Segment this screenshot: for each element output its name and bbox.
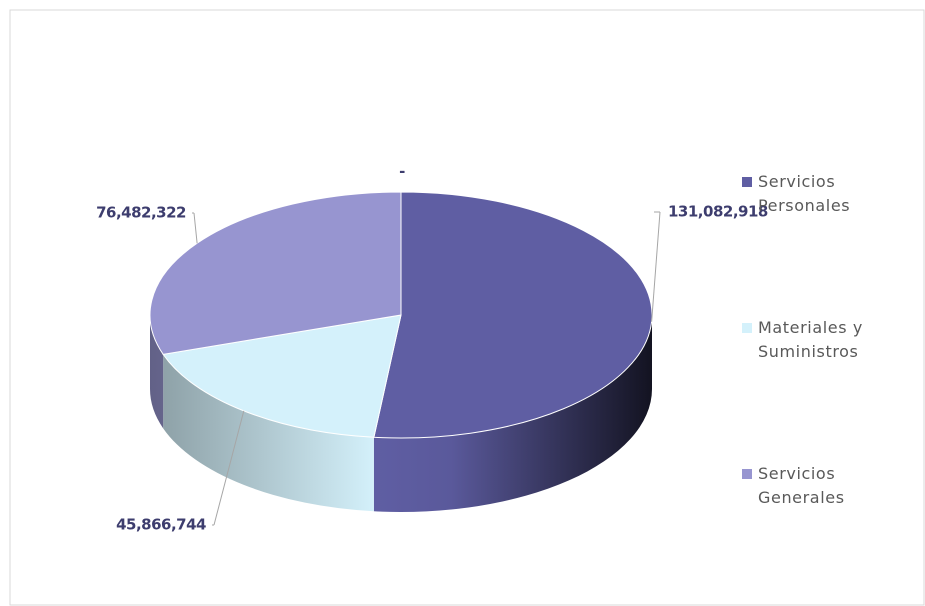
leader-line xyxy=(193,212,198,244)
slice xyxy=(373,191,653,439)
data-label: 131,082,918 xyxy=(668,203,768,221)
legend-swatch xyxy=(742,469,752,479)
legend-swatch xyxy=(742,323,752,333)
leader-line xyxy=(213,410,245,526)
slice-side xyxy=(373,315,652,512)
slice-side xyxy=(163,354,374,512)
legend-item: Servicios Generales xyxy=(740,462,880,510)
legend-label: Materiales y Suministros xyxy=(758,318,863,361)
legend-item: Servicios Personales xyxy=(740,170,880,218)
legend-item: Materiales y Suministros xyxy=(740,316,880,364)
data-label: 76,482,322 xyxy=(96,204,186,222)
slice-side xyxy=(150,315,164,429)
data-label: 45,866,744 xyxy=(116,516,206,534)
frame xyxy=(9,9,925,606)
legend-swatch xyxy=(742,177,752,187)
slice xyxy=(149,191,402,355)
legend-label: Servicios Personales xyxy=(758,172,851,215)
data-label: - xyxy=(399,163,405,181)
legend-label: Servicios Generales xyxy=(758,464,845,507)
leader-line xyxy=(651,211,661,322)
